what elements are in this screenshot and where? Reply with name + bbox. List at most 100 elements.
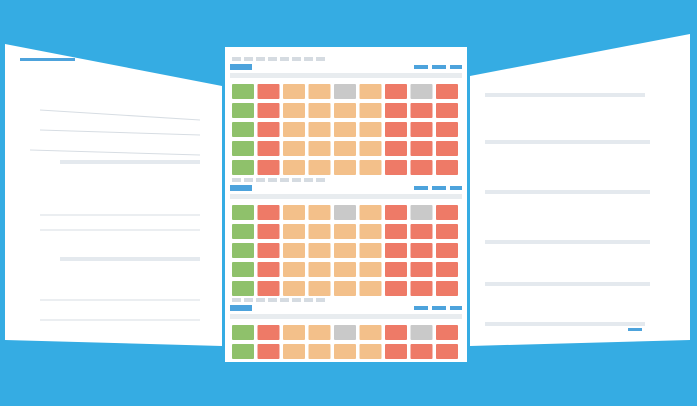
status-tile xyxy=(359,122,382,137)
status-tile xyxy=(410,344,433,359)
status-tile xyxy=(334,281,356,296)
status-tile xyxy=(359,243,382,258)
status-tile xyxy=(283,262,305,277)
left-line xyxy=(29,149,201,156)
status-tile xyxy=(359,262,382,277)
status-tile xyxy=(410,224,433,239)
toolbar-button xyxy=(432,65,446,69)
filter-chip xyxy=(256,178,265,182)
filter-chip xyxy=(292,57,301,61)
toolbar-button xyxy=(450,186,462,190)
filter-chip xyxy=(304,57,313,61)
status-tile xyxy=(308,122,331,137)
status-tile xyxy=(385,160,407,175)
status-tile xyxy=(385,281,407,296)
status-tile xyxy=(410,262,433,277)
status-tile xyxy=(410,122,433,137)
section-label xyxy=(230,64,252,70)
status-tile xyxy=(359,281,382,296)
right-row xyxy=(485,240,650,244)
status-tile xyxy=(359,205,382,220)
status-tile xyxy=(436,344,458,359)
filter-chip xyxy=(316,298,325,302)
status-tile xyxy=(385,84,407,99)
left-panel-sheet xyxy=(5,44,222,346)
status-tile xyxy=(410,141,433,156)
status-tile xyxy=(257,160,280,175)
filter-chip xyxy=(268,178,277,182)
status-tile xyxy=(334,243,356,258)
status-tile xyxy=(257,122,280,137)
status-tile xyxy=(283,344,305,359)
status-tile xyxy=(334,205,356,220)
toolbar-button xyxy=(432,306,446,310)
section-label xyxy=(230,305,252,311)
right-row xyxy=(485,140,650,144)
status-tile xyxy=(308,224,331,239)
status-tile xyxy=(283,243,305,258)
filter-chip xyxy=(268,298,277,302)
status-tile xyxy=(385,224,407,239)
status-tile xyxy=(436,224,458,239)
status-tile xyxy=(410,205,433,220)
status-tile xyxy=(232,122,254,137)
status-tile xyxy=(359,103,382,118)
left-line xyxy=(39,129,201,136)
status-tile xyxy=(232,325,254,340)
center-panel xyxy=(225,47,467,362)
status-tile xyxy=(436,84,458,99)
left-header xyxy=(20,58,75,61)
status-tile xyxy=(436,262,458,277)
status-tile xyxy=(308,344,331,359)
status-tile xyxy=(257,344,280,359)
status-tile xyxy=(334,262,356,277)
legend-bar xyxy=(230,73,462,78)
status-tile xyxy=(257,141,280,156)
status-tile xyxy=(385,243,407,258)
status-tile xyxy=(232,281,254,296)
status-tile xyxy=(385,205,407,220)
filter-chip xyxy=(280,298,289,302)
toolbar-button xyxy=(414,306,428,310)
status-tile xyxy=(308,84,331,99)
status-tile xyxy=(410,243,433,258)
status-tile xyxy=(359,160,382,175)
status-tile xyxy=(410,84,433,99)
status-tile xyxy=(308,281,331,296)
legend-bar xyxy=(230,314,462,319)
status-tile xyxy=(436,103,458,118)
status-tile xyxy=(308,205,331,220)
status-tile xyxy=(334,122,356,137)
status-tile xyxy=(308,141,331,156)
status-tile xyxy=(334,141,356,156)
right-row xyxy=(485,190,650,194)
status-tile xyxy=(257,103,280,118)
status-tile xyxy=(385,103,407,118)
right-row xyxy=(485,322,645,326)
status-tile xyxy=(410,325,433,340)
toolbar-button xyxy=(414,65,428,69)
status-tile xyxy=(257,224,280,239)
status-tile xyxy=(257,243,280,258)
status-tile xyxy=(283,160,305,175)
toolbar-button xyxy=(450,65,462,69)
status-tile xyxy=(334,160,356,175)
status-tile xyxy=(334,325,356,340)
status-tile xyxy=(436,325,458,340)
status-tile xyxy=(359,141,382,156)
filter-chip xyxy=(268,57,277,61)
status-tile xyxy=(436,160,458,175)
left-tab-bar xyxy=(60,160,200,164)
toolbar-button xyxy=(414,186,428,190)
status-tile xyxy=(359,325,382,340)
status-tile xyxy=(385,141,407,156)
status-tile xyxy=(257,281,280,296)
status-tile xyxy=(283,205,305,220)
right-button xyxy=(628,328,642,331)
status-tile xyxy=(232,205,254,220)
status-tile xyxy=(232,243,254,258)
status-tile xyxy=(308,103,331,118)
filter-chip xyxy=(316,178,325,182)
status-tile xyxy=(257,84,280,99)
